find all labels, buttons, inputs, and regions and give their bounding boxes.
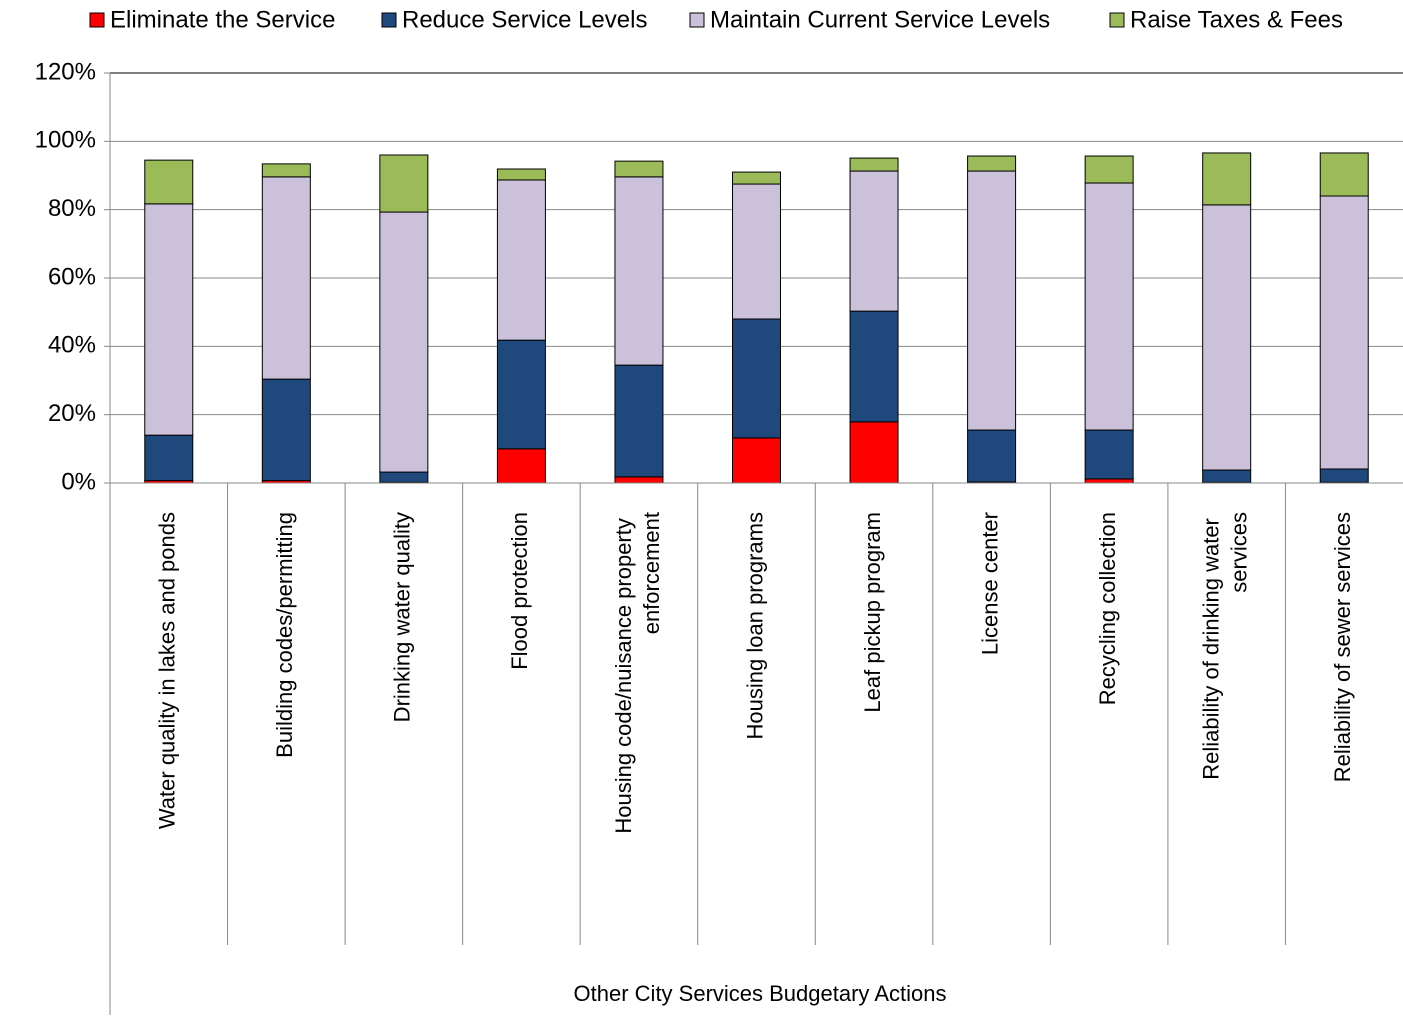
x-tick-label: Reliability of drinking water services bbox=[1198, 512, 1251, 780]
bar-segment bbox=[967, 155, 1017, 172]
y-tick-label: 100% bbox=[35, 127, 96, 154]
bar-segment bbox=[1202, 204, 1252, 471]
bar-segment bbox=[732, 437, 781, 484]
bar-segment bbox=[1319, 152, 1369, 197]
legend-swatch bbox=[381, 12, 397, 28]
bar-segment bbox=[379, 211, 429, 473]
bar-segment bbox=[732, 183, 781, 320]
bar-segment bbox=[261, 163, 311, 178]
bar-segment bbox=[144, 434, 194, 482]
bar-segment bbox=[496, 168, 546, 181]
x-tick-label: Housing code/nuisance property enforceme… bbox=[611, 512, 664, 834]
x-tick-label: Leaf pickup program bbox=[860, 512, 885, 713]
legend-swatch bbox=[689, 12, 705, 28]
x-tick-label-line: services bbox=[1226, 512, 1251, 593]
x-tick-label: License center bbox=[977, 512, 1002, 655]
bar-segment bbox=[1084, 182, 1134, 431]
x-tick-label: Building codes/permitting bbox=[272, 512, 297, 758]
bar-segment bbox=[967, 170, 1017, 431]
bar-segment bbox=[1319, 468, 1369, 483]
bar-segment bbox=[614, 176, 664, 366]
y-tick-label: 40% bbox=[48, 332, 96, 359]
x-axis-title: Other City Services Budgetary Actions bbox=[574, 981, 947, 1006]
bar-segment bbox=[849, 421, 899, 484]
y-tick-label: 80% bbox=[48, 195, 96, 222]
bar-segment bbox=[614, 364, 664, 478]
bar-segment bbox=[1319, 195, 1369, 470]
bar-segment bbox=[849, 170, 899, 312]
x-tick-label: Water quality in lakes and ponds bbox=[155, 512, 180, 829]
bar-segment bbox=[1084, 155, 1134, 184]
x-tick-label: Flood protection bbox=[507, 512, 532, 670]
x-tick-label-line: Housing code/nuisance property bbox=[611, 512, 636, 834]
y-tick-label: 60% bbox=[48, 263, 96, 290]
bar-segment bbox=[967, 429, 1017, 483]
y-tick-label: 120% bbox=[35, 58, 96, 85]
bar-segment bbox=[379, 154, 429, 213]
bar-segment bbox=[496, 448, 546, 484]
legend-label: Maintain Current Service Levels bbox=[710, 6, 1050, 33]
legend-label: Eliminate the Service bbox=[110, 6, 335, 33]
bar-segment bbox=[1084, 478, 1134, 484]
bar-segment bbox=[144, 203, 194, 436]
bar-segment bbox=[1084, 429, 1134, 480]
bar-segment bbox=[261, 176, 311, 380]
legend-label: Raise Taxes & Fees bbox=[1130, 6, 1343, 33]
bar-segment bbox=[1202, 469, 1252, 483]
x-tick-label: Drinking water quality bbox=[390, 512, 415, 722]
x-tick-label: Reliability of sewer services bbox=[1330, 512, 1355, 782]
x-tick-label: Recycling collection bbox=[1095, 512, 1120, 705]
x-tick-label: Housing loan programs bbox=[742, 512, 767, 739]
y-tick-label: 20% bbox=[48, 400, 96, 427]
bar-segment bbox=[261, 378, 311, 482]
bar-segment bbox=[614, 476, 664, 484]
bar-segment bbox=[496, 339, 546, 450]
bar-segment bbox=[732, 318, 781, 439]
legend-swatch bbox=[1109, 12, 1125, 28]
bar-segment bbox=[849, 310, 899, 423]
bar-segment bbox=[379, 471, 429, 483]
legend-swatch bbox=[89, 12, 105, 28]
bar-segment bbox=[496, 179, 546, 341]
bar-segment bbox=[614, 160, 664, 178]
x-tick-label-line: Reliability of drinking water bbox=[1198, 512, 1223, 780]
legend-label: Reduce Service Levels bbox=[402, 6, 647, 33]
bar-segment bbox=[849, 157, 899, 172]
bar-segment bbox=[732, 171, 781, 185]
bar-segment bbox=[144, 159, 194, 205]
x-tick-label-line: enforcement bbox=[639, 512, 664, 634]
y-tick-label: 0% bbox=[61, 468, 96, 495]
bar-segment bbox=[1202, 152, 1252, 206]
